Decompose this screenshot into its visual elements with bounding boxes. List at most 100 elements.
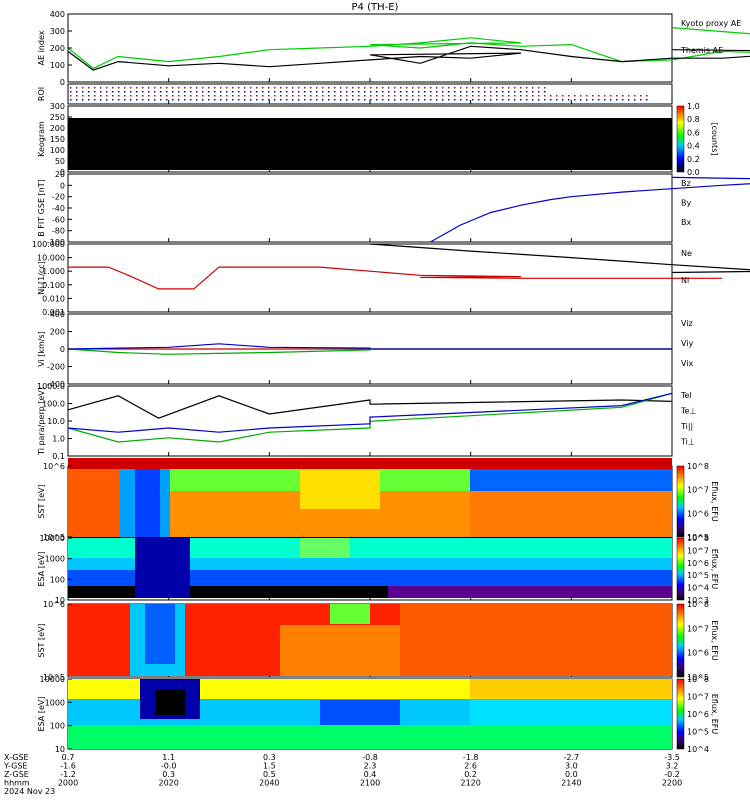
y-tick-label: 300 (50, 102, 65, 111)
roi-dot (70, 95, 72, 97)
roi-panel (70, 87, 648, 101)
y-tick-label: 1000 (45, 698, 65, 707)
roi-dot (478, 95, 480, 97)
roi-dot (640, 95, 642, 97)
roi-dot (628, 99, 630, 101)
roi-dot (226, 91, 228, 93)
series-line (68, 266, 723, 290)
roi-dot (286, 95, 288, 97)
colorbar-label: Eflux, EFU (710, 549, 719, 590)
roi-dot (586, 95, 588, 97)
roi-dot (370, 99, 372, 101)
legend-entry: Tel (680, 391, 692, 400)
roi-dot (634, 95, 636, 97)
roi-dot (358, 95, 360, 97)
roi-dot (514, 91, 516, 93)
roi-dot (250, 99, 252, 101)
footer-value: -3.5 (664, 753, 680, 762)
roi-dot (178, 87, 180, 89)
roi-dot (472, 99, 474, 101)
roi-dot (520, 95, 522, 97)
roi-dot (418, 91, 420, 93)
roi-dot (556, 95, 558, 97)
roi-dot (430, 99, 432, 101)
roi-dot (316, 95, 318, 97)
roi-dot (448, 87, 450, 89)
roi-dot (424, 91, 426, 93)
roi-dot (298, 95, 300, 97)
colorbar-tick: 10^6 (687, 509, 709, 518)
roi-dot (220, 99, 222, 101)
roi-dot (184, 99, 186, 101)
roi-dot (76, 87, 78, 89)
roi-dot (100, 99, 102, 101)
y-tick-label: 0.1 (52, 452, 65, 461)
y-tick-label: 0 (60, 78, 65, 87)
roi-dot (328, 91, 330, 93)
roi-dot (196, 95, 198, 97)
roi-dot (82, 91, 84, 93)
roi-dot (232, 87, 234, 89)
footer-value: 2100 (360, 779, 380, 788)
roi-dot (328, 95, 330, 97)
y-tick-label: 200 (50, 328, 65, 337)
colorbar-tick: 10^4 (687, 745, 709, 754)
roi-dot (526, 99, 528, 101)
roi-dot (616, 95, 618, 97)
legend-entry: By (681, 198, 691, 207)
footer-value: 0.3 (162, 770, 175, 779)
roi-dot (268, 99, 270, 101)
roi-dot (280, 95, 282, 97)
roi-dot (256, 87, 258, 89)
roi-dot (160, 91, 162, 93)
footer-value: 0.5 (263, 770, 276, 779)
colorbar-tick: 10^8 (687, 675, 709, 684)
y-tick-label: 10^5 (43, 673, 65, 682)
roi-dot (256, 99, 258, 101)
roi-dot (532, 95, 534, 97)
roi-dot (544, 87, 546, 89)
colorbar-tick: 10^5 (687, 673, 709, 682)
roi-dot (490, 91, 492, 93)
roi-dot (166, 91, 168, 93)
roi-dot (262, 95, 264, 97)
roi-dot (226, 99, 228, 101)
roi-dot (262, 99, 264, 101)
roi-dot (250, 91, 252, 93)
roi-dot (112, 95, 114, 97)
y-tick-label: 100 (50, 146, 65, 155)
roi-dot (184, 95, 186, 97)
footer-value: 0.7 (62, 753, 75, 762)
roi-dot (352, 91, 354, 93)
roi-dot (166, 95, 168, 97)
roi-dot (124, 87, 126, 89)
roi-dot (148, 95, 150, 97)
roi-dot (82, 87, 84, 89)
roi-dot (346, 91, 348, 93)
footer-value: 0.2 (464, 770, 477, 779)
colorbar-tick: 10^3 (687, 596, 709, 605)
roi-dot (490, 87, 492, 89)
roi-dot (322, 95, 324, 97)
roi-dot (526, 95, 528, 97)
roi-dot (382, 95, 384, 97)
roi-dot (136, 87, 138, 89)
roi-dot (220, 91, 222, 93)
roi-dot (604, 99, 606, 101)
roi-dot (436, 95, 438, 97)
y-tick-label: -200 (47, 363, 65, 372)
roi-dot (562, 99, 564, 101)
roi-dot (550, 95, 552, 97)
legend-entry: Ne (681, 249, 692, 258)
roi-dot (646, 95, 648, 97)
y-tick-label: 0.001 (42, 308, 65, 317)
roi-dot (118, 91, 120, 93)
roi-dot (196, 91, 198, 93)
series-line (430, 176, 750, 243)
roi-dot (154, 95, 156, 97)
roi-dot (106, 95, 108, 97)
footer-value: -1.2 (60, 770, 76, 779)
roi-dot (130, 95, 132, 97)
y-axis-label: SST [eV] (37, 623, 46, 657)
roi-dot (238, 87, 240, 89)
